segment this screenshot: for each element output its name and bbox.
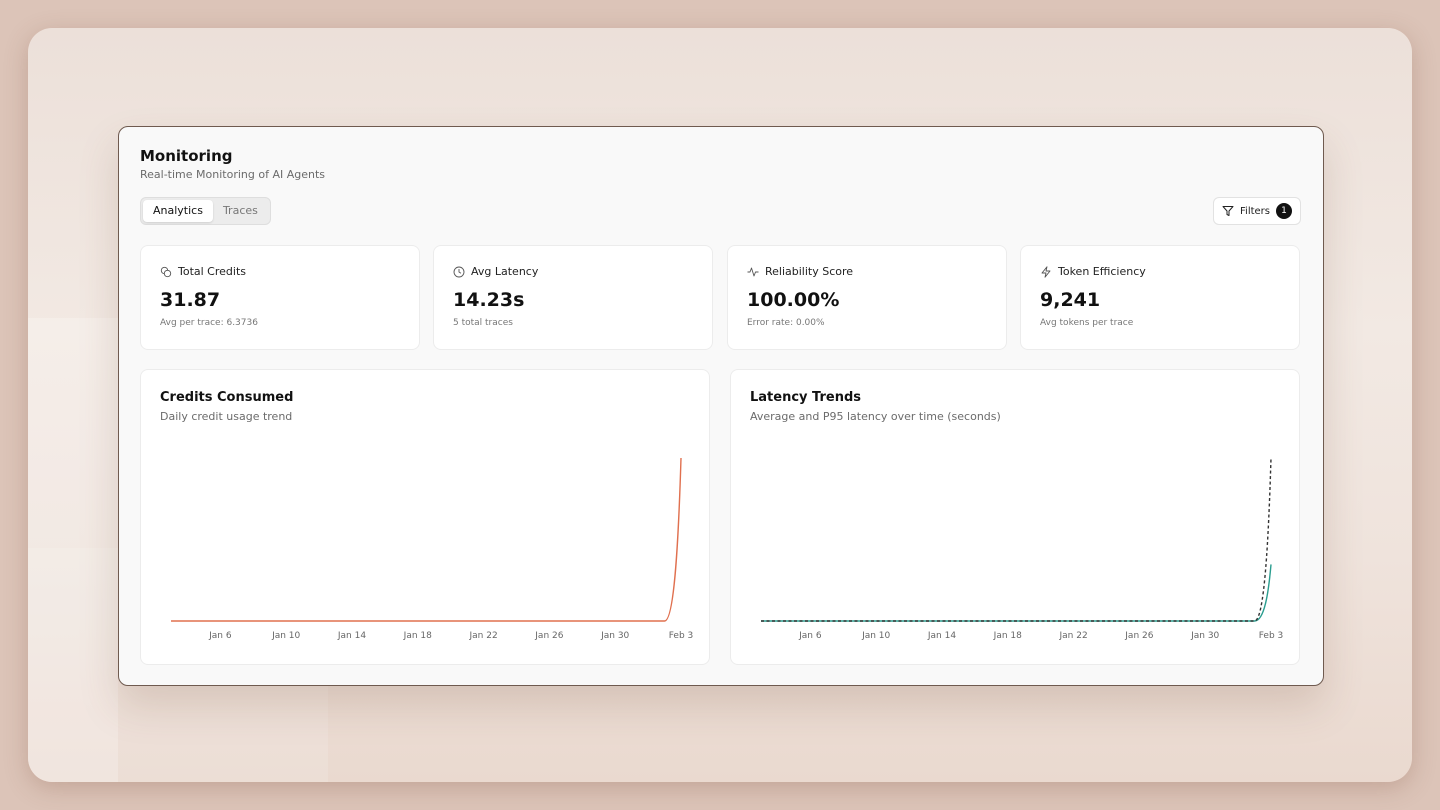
activity-icon — [747, 267, 759, 276]
kpi-card-reliability-score: Reliability Score 100.00% Error rate: 0.… — [727, 245, 1007, 350]
chart-title: Credits Consumed — [160, 390, 294, 405]
filter-count-badge: 1 — [1276, 203, 1292, 219]
kpi-subtext: Error rate: 0.00% — [747, 318, 825, 328]
x-tick-label: Jan 22 — [1058, 631, 1087, 641]
chart-title: Latency Trends — [750, 390, 862, 405]
tab-analytics[interactable]: Analytics — [143, 200, 213, 222]
kpi-card-total-credits: Total Credits 31.87 Avg per trace: 6.373… — [140, 245, 420, 350]
page-title: Monitoring — [140, 147, 233, 165]
x-tick-label: Jan 30 — [1190, 631, 1219, 641]
x-tick-label: Jan 18 — [993, 631, 1022, 641]
kpi-value: 31.87 — [160, 289, 221, 311]
x-tick-label: Jan 6 — [208, 631, 232, 641]
x-tick-label: Jan 18 — [403, 631, 432, 641]
kpi-value: 100.00% — [747, 289, 840, 311]
x-tick-label: Jan 26 — [1124, 631, 1153, 641]
zap-icon — [1041, 265, 1051, 278]
p95-latency-line — [761, 457, 1272, 622]
kpi-card-avg-latency: Avg Latency 14.23s 5 total traces — [433, 245, 713, 350]
clock-icon — [453, 266, 465, 277]
kpi-value: 9,241 — [1040, 289, 1101, 311]
coins-icon — [160, 266, 172, 277]
avg-latency-line — [761, 564, 1272, 622]
filters-label: Filters — [1240, 205, 1270, 217]
chart-subtitle: Daily credit usage trend — [160, 410, 293, 423]
filters-button[interactable]: Filters 1 — [1213, 197, 1301, 225]
page-subtitle: Real-time Monitoring of AI Agents — [140, 168, 326, 181]
latency-chart: Jan 6 Jan 10 Jan 14 Jan 18 Jan 22 Jan 26 Jan 3… — [761, 457, 1284, 641]
x-tick-label: Jan 22 — [468, 631, 497, 641]
credits-chart: Jan 6 Jan 10 Jan 14 Jan 18 Jan 22 Jan 26 Jan 3… — [171, 457, 694, 641]
kpi-subtext: 5 total traces — [453, 318, 513, 328]
x-tick-label: Jan 10 — [861, 631, 890, 641]
kpi-subtext: Avg tokens per trace — [1040, 318, 1134, 328]
filter-icon — [1222, 206, 1234, 216]
x-tick-label: Jan 30 — [600, 631, 629, 641]
credits-line — [171, 457, 682, 622]
credits-consumed-card: Credits Consumed Daily credit usage tren… — [140, 369, 710, 665]
kpi-card-token-efficiency: Token Efficiency 9,241 Avg tokens per tr… — [1020, 245, 1300, 350]
x-tick-label: Jan 26 — [534, 631, 563, 641]
chart-subtitle: Average and P95 latency over time (secon… — [750, 410, 1001, 423]
view-tabs: Analytics Traces — [140, 197, 271, 225]
x-tick-label: Jan 10 — [271, 631, 300, 641]
tab-traces[interactable]: Traces — [222, 204, 258, 217]
kpi-label: Reliability Score — [765, 265, 854, 278]
x-tick-label: Feb 3 — [669, 631, 694, 641]
x-tick-label: Jan 14 — [337, 631, 366, 641]
kpi-label: Token Efficiency — [1058, 265, 1146, 278]
kpi-label: Total Credits — [178, 265, 246, 278]
x-tick-label: Jan 14 — [927, 631, 956, 641]
kpi-value: 14.23s — [453, 289, 525, 311]
x-tick-label: Jan 6 — [798, 631, 822, 641]
background-stripe — [28, 318, 118, 782]
x-tick-label: Feb 3 — [1259, 631, 1284, 641]
kpi-subtext: Avg per trace: 6.3736 — [160, 318, 258, 328]
monitoring-panel: Monitoring Real-time Monitoring of AI Ag… — [118, 126, 1324, 686]
latency-trends-card: Latency Trends Average and P95 latency o… — [730, 369, 1300, 665]
kpi-label: Avg Latency — [471, 265, 539, 278]
